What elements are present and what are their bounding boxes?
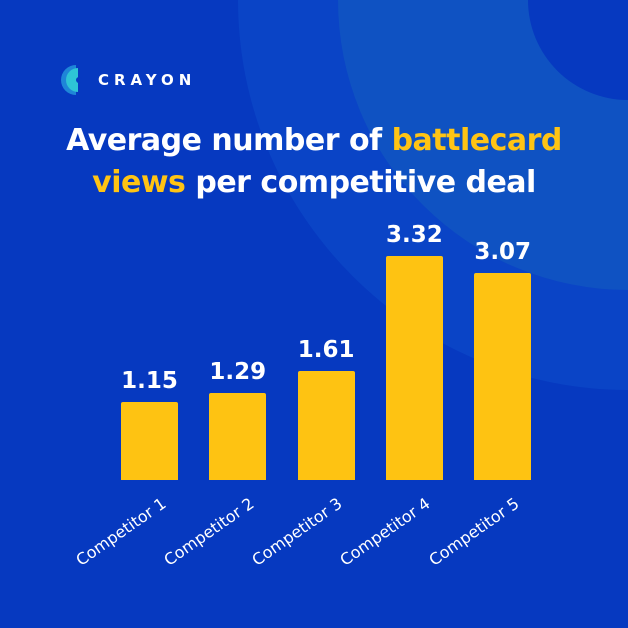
crayon-logo-icon xyxy=(60,64,90,96)
brand-name: CRAYON xyxy=(98,71,197,89)
bar xyxy=(121,402,178,480)
bar xyxy=(474,272,532,480)
title-highlight: battlecard xyxy=(391,123,563,158)
bar xyxy=(385,255,443,480)
title-text: Average number of xyxy=(66,123,392,158)
bar-value-label: 3.07 xyxy=(474,238,532,265)
bar-value-label: 1.29 xyxy=(209,358,267,385)
title-text: per competitive deal xyxy=(185,165,536,200)
bar-value-label: 3.32 xyxy=(386,221,443,248)
bar-value-label: 1.61 xyxy=(297,337,355,364)
bar xyxy=(297,371,355,480)
chart-title: Average number of battlecard views per c… xyxy=(0,120,628,204)
bar xyxy=(209,392,267,480)
brand-logo: CRAYON xyxy=(60,64,196,96)
title-highlight: views xyxy=(92,165,186,200)
bar-value-label: 1.15 xyxy=(121,368,178,395)
